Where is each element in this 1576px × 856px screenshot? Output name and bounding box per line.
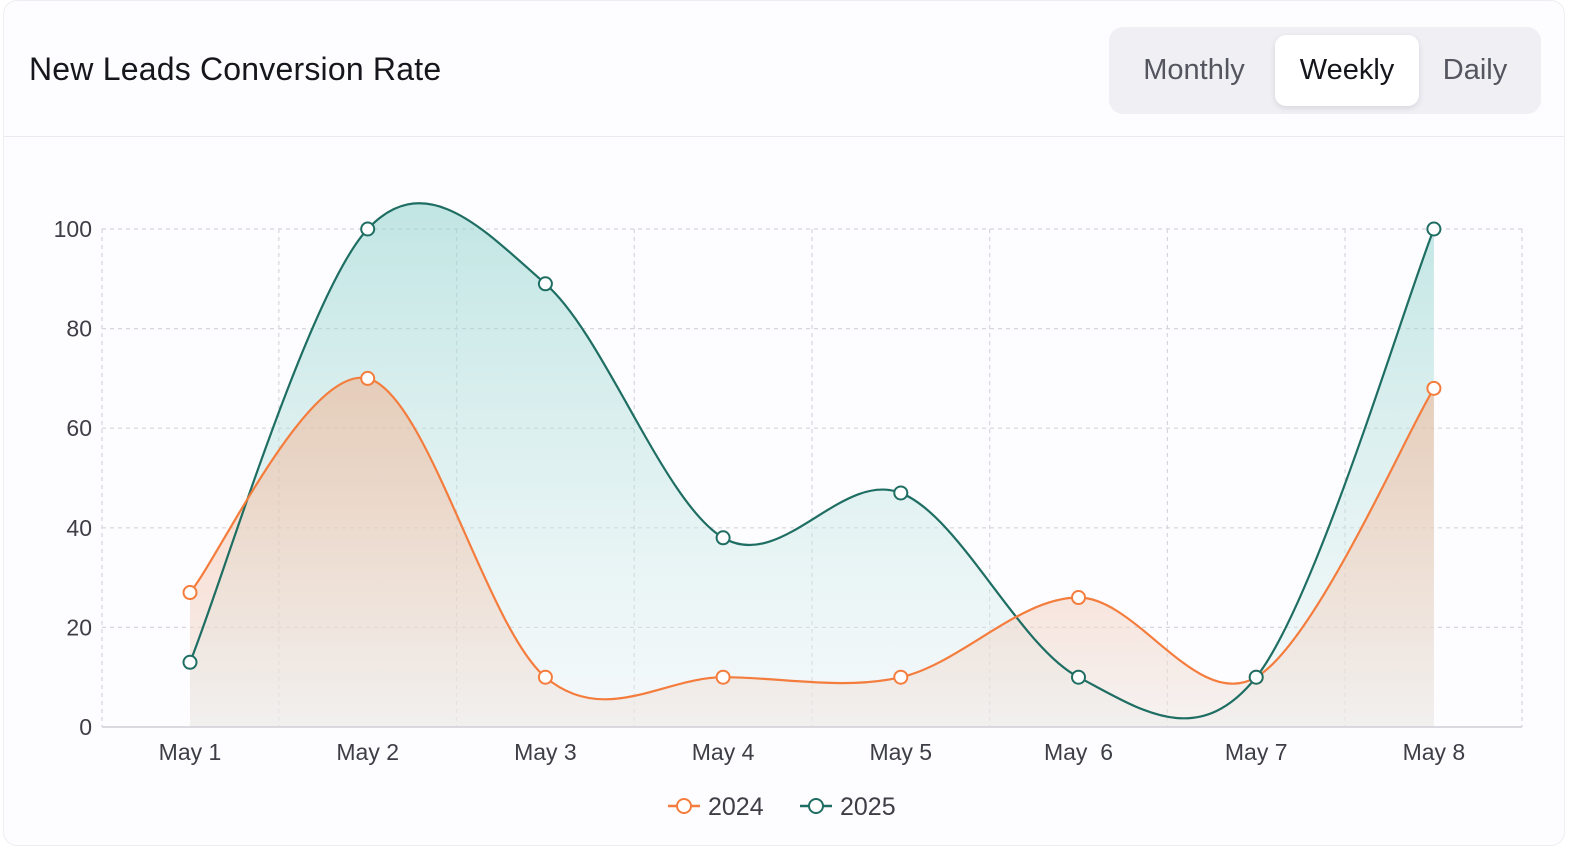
x-tick-label: May 8: [1403, 739, 1466, 765]
legend-item-2025: 2025: [800, 793, 896, 821]
x-tick-label: May 7: [1225, 739, 1288, 765]
y-tick-label: 40: [66, 515, 92, 541]
y-tick-label: 0: [79, 714, 92, 740]
data-point-2024: [715, 669, 731, 685]
data-point-2024: [893, 669, 909, 685]
x-tick-label: May 4: [692, 739, 755, 765]
period-toggle: Monthly Weekly Daily: [1109, 27, 1541, 114]
data-point-2025: [715, 530, 731, 546]
data-point-2024: [1071, 590, 1086, 606]
data-point-2024: [1426, 380, 1442, 396]
legend-marker: [676, 798, 692, 814]
data-point-2025: [537, 276, 553, 292]
tab-weekly[interactable]: Weekly: [1275, 35, 1419, 106]
x-tick-label: May 1: [159, 739, 222, 765]
data-point-2025: [1248, 669, 1264, 685]
legend-item-2024: 2024: [668, 793, 764, 821]
data-point-2025: [893, 485, 909, 501]
y-tick-label: 60: [66, 415, 92, 441]
data-point-2025: [1426, 221, 1442, 237]
data-point-2024: [537, 669, 553, 685]
data-point-2024: [182, 585, 198, 601]
x-tick-label: May 3: [514, 739, 577, 765]
data-point-2025: [360, 221, 376, 237]
legend: 2024 2025: [668, 793, 896, 821]
data-point-2025: [182, 654, 198, 670]
legend-label: 2025: [840, 793, 896, 821]
data-point-2025: [1071, 669, 1086, 685]
x-tick-label: May 5: [869, 739, 932, 765]
card-header: New Leads Conversion Rate Monthly Weekly…: [4, 1, 1564, 137]
points: [182, 221, 1442, 685]
areas: [190, 203, 1434, 727]
data-point-2024: [360, 370, 376, 386]
y-tick-label: 20: [66, 614, 92, 640]
legend-label: 2024: [708, 793, 764, 821]
area-2025: [190, 203, 1434, 727]
axes: 100 80 60 40 20 0 May 1 May 2 May 3 May 4 May 5 May…: [54, 216, 1522, 765]
area-2024: [190, 377, 1434, 727]
y-tick-label: 80: [66, 316, 92, 342]
tab-daily[interactable]: Daily: [1442, 54, 1508, 86]
y-tick-label: 100: [54, 216, 92, 242]
chart-title: New Leads Conversion Rate: [29, 51, 442, 87]
legend-marker: [808, 798, 824, 814]
x-tick-label: May 2: [336, 739, 399, 765]
tab-monthly[interactable]: Monthly: [1143, 54, 1245, 86]
x-tick-label: May 6: [1044, 739, 1113, 765]
